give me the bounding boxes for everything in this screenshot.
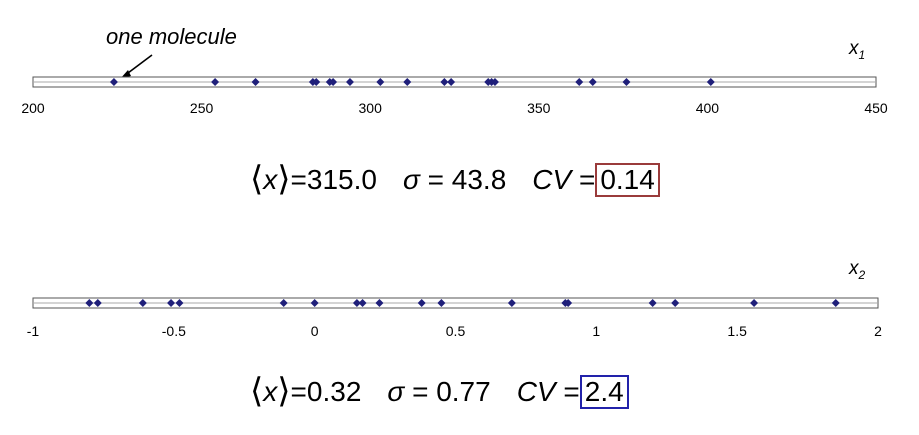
data-point bbox=[175, 299, 184, 307]
tick-label: 400 bbox=[696, 100, 720, 116]
sigma-symbol: σ bbox=[402, 164, 420, 195]
data-point bbox=[622, 78, 631, 86]
svg-text:x2: x2 bbox=[848, 258, 866, 282]
tick-label: 0.5 bbox=[446, 323, 466, 339]
data-point bbox=[93, 299, 102, 307]
data-point bbox=[440, 78, 449, 86]
data-point bbox=[109, 78, 118, 86]
data-point bbox=[375, 299, 384, 307]
data-point bbox=[575, 78, 584, 86]
sigma-value: 0.77 bbox=[436, 376, 491, 407]
cv-symbol: CV bbox=[516, 376, 556, 407]
data-point bbox=[167, 299, 176, 307]
equals-sign: = bbox=[412, 376, 429, 407]
svg-text:x1: x1 bbox=[848, 38, 865, 62]
data-point bbox=[671, 299, 680, 307]
data-point bbox=[507, 299, 516, 307]
data-point bbox=[85, 299, 94, 307]
equals-sign: = bbox=[290, 164, 307, 195]
data-point bbox=[417, 299, 426, 307]
data-point bbox=[447, 78, 456, 86]
tick-label: 250 bbox=[190, 100, 214, 116]
tick-label: 0 bbox=[311, 323, 319, 339]
angle-bracket-close: ⟩ bbox=[277, 160, 291, 198]
cv-value-box: 2.4 bbox=[579, 375, 629, 409]
data-point bbox=[564, 299, 573, 307]
equals-sign: = bbox=[290, 376, 307, 407]
cv-symbol: CV bbox=[532, 164, 572, 195]
stats-row-1: ⟨ x ⟩ = 315.0 σ = 43.8 CV = 0.14 bbox=[250, 160, 660, 200]
data-point bbox=[138, 299, 147, 307]
data-point bbox=[706, 78, 715, 86]
data-point bbox=[358, 299, 367, 307]
data-point bbox=[279, 299, 288, 307]
data-point bbox=[437, 299, 446, 307]
data-point bbox=[588, 78, 597, 86]
data-point bbox=[403, 78, 412, 86]
chart-1: one molecule x1 200 250 300 350 400 450 bbox=[21, 24, 888, 116]
tick-label: 1 bbox=[592, 323, 600, 339]
equals-sign: = bbox=[427, 164, 444, 195]
axis-label-x2: x2 bbox=[848, 258, 866, 282]
data-point bbox=[251, 78, 260, 86]
cv-value-box: 0.14 bbox=[595, 163, 660, 197]
data-point bbox=[648, 299, 657, 307]
tick-label: 300 bbox=[359, 100, 383, 116]
data-point bbox=[211, 78, 220, 86]
chart-2: x2 -1 -0.5 0 0.5 1 1.5 2 bbox=[27, 258, 882, 339]
tick-label: 350 bbox=[527, 100, 551, 116]
equals-sign: = bbox=[563, 376, 580, 407]
data-point bbox=[329, 78, 338, 86]
stats-row-2: ⟨ x ⟩ = 0.32 σ = 0.77 CV = 2.4 bbox=[250, 372, 629, 412]
mean-value: 315.0 bbox=[306, 164, 377, 195]
data-point bbox=[490, 78, 499, 86]
data-point bbox=[352, 299, 361, 307]
data-point bbox=[750, 299, 759, 307]
data-point bbox=[831, 299, 840, 307]
tick-label: 2 bbox=[874, 323, 882, 339]
data-point bbox=[310, 299, 319, 307]
tick-label: -0.5 bbox=[162, 323, 186, 339]
data-point bbox=[345, 78, 354, 86]
mean-symbol: x bbox=[263, 164, 278, 195]
sigma-symbol: σ bbox=[387, 376, 405, 407]
angle-bracket-open: ⟨ bbox=[250, 372, 264, 410]
tick-label: 1.5 bbox=[727, 323, 747, 339]
tick-label: -1 bbox=[27, 323, 40, 339]
equals-sign: = bbox=[578, 164, 596, 195]
data-point bbox=[376, 78, 385, 86]
annotation-one-molecule: one molecule bbox=[106, 24, 237, 49]
angle-bracket-close: ⟩ bbox=[277, 372, 291, 410]
data-point bbox=[312, 78, 321, 86]
mean-value: 0.32 bbox=[306, 376, 362, 407]
sigma-value: 43.8 bbox=[451, 164, 507, 195]
tick-label: 450 bbox=[864, 100, 888, 116]
mean-symbol: x bbox=[263, 376, 278, 407]
axis-label-x1: x1 bbox=[848, 38, 865, 62]
tick-label: 200 bbox=[21, 100, 45, 116]
angle-bracket-open: ⟨ bbox=[250, 160, 264, 198]
